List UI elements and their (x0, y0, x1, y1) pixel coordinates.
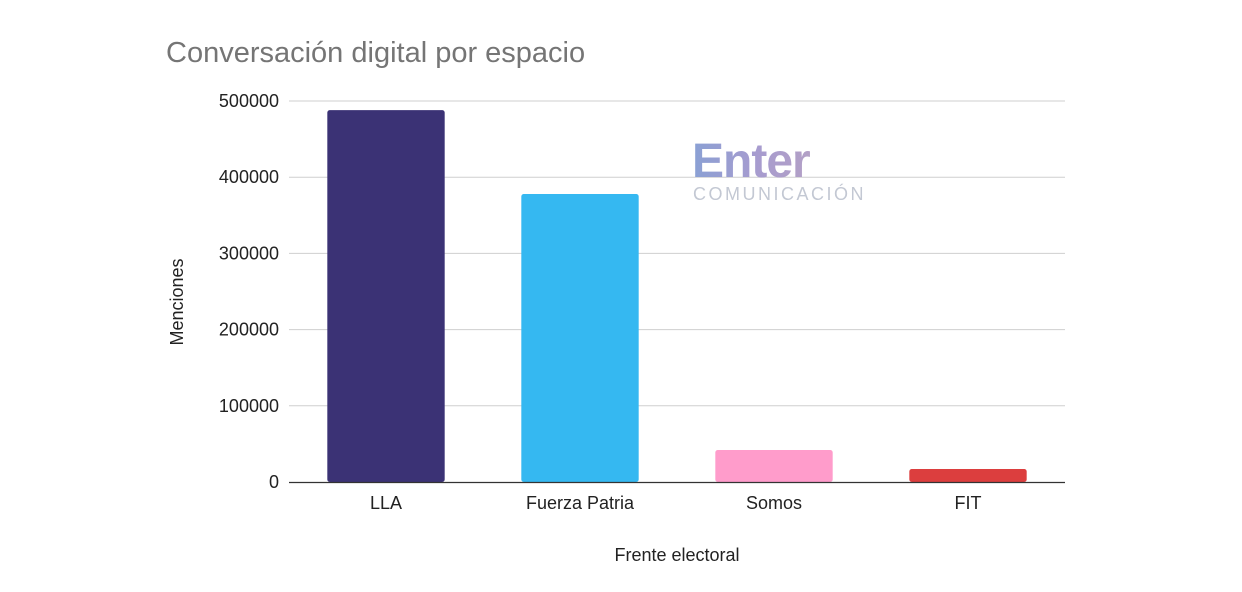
bar-lla (327, 110, 445, 483)
y-tick-label: 0 (269, 472, 279, 492)
chart-title: Conversación digital por espacio (166, 37, 585, 69)
x-tick-label: Somos (746, 493, 802, 513)
y-tick-label: 500000 (219, 91, 279, 111)
bar-fit (909, 469, 1027, 482)
y-tick-label: 300000 (219, 243, 279, 263)
watermark-brand: Enter (692, 135, 810, 188)
bar-somos (715, 449, 833, 482)
y-tick-label: 400000 (219, 167, 279, 187)
y-tick-label: 100000 (219, 396, 279, 416)
y-tick-label: 200000 (219, 320, 279, 340)
x-tick-label: Fuerza Patria (526, 493, 635, 513)
watermark-logo: Enter COMUNICACIÓN (692, 135, 866, 204)
x-tick-label: FIT (955, 493, 982, 513)
bar-fuerza-patria (521, 193, 639, 483)
x-axis-title: Frente electoral (614, 545, 739, 565)
y-axis-ticks: 0 100000 200000 300000 400000 500000 (219, 91, 279, 492)
watermark-subtitle: COMUNICACIÓN (693, 183, 866, 204)
x-tick-label: LLA (370, 493, 402, 513)
x-axis-ticks: LLA Fuerza Patria Somos FIT (370, 493, 982, 513)
bars (327, 110, 1027, 483)
y-axis-title: Menciones (167, 258, 187, 345)
